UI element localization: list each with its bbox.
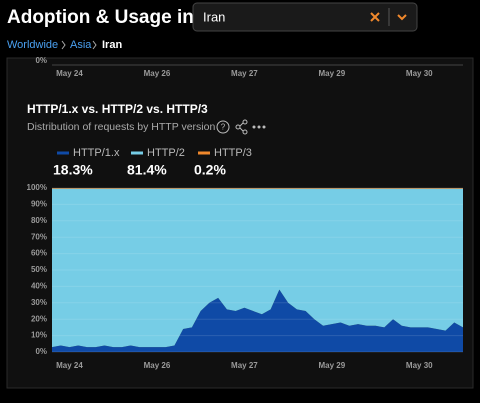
help-icon-glyph: ? [221,123,226,132]
y-tick-label: 40% [31,282,47,291]
y-tick-label: 0% [35,56,47,65]
more-icon[interactable] [252,125,266,129]
x-tick-label: May 27 [231,69,258,78]
select-value: Iran [203,9,225,24]
dropdown-icon[interactable] [397,14,407,21]
help-icon[interactable] [216,120,230,134]
area [52,188,463,189]
y-tick-label: 50% [31,265,47,274]
clear-icon[interactable] [370,12,380,22]
y-tick-label: 90% [31,200,47,209]
legend-value: 0.2% [194,162,226,178]
breadcrumb-current: Iran [102,39,122,51]
legend-value: 18.3% [53,162,93,178]
x-tick-label: May 30 [406,361,433,370]
x-tick-label: May 30 [406,69,433,78]
x-tick-label: May 29 [318,69,345,78]
legend-label: HTTP/2 [147,147,185,159]
legend: HTTP/1.x 18.3% HTTP/2 81.4% HTTP/3 0.2% [53,147,252,178]
y-tick-label: 70% [31,232,47,241]
x-tick-label: May 26 [144,69,171,78]
x-tick-label: May 26 [144,361,171,370]
chart-title: HTTP/1.x vs. HTTP/2 vs. HTTP/3 [27,102,208,116]
legend-value: 81.4% [127,162,167,178]
plot: 0% 10% 20% 30% 40% 50% 60% 70% 80% 90% 100% May 24 M… [27,183,463,370]
x-tick-label: May 27 [231,361,258,370]
legend-label: HTTP/1.x [73,147,120,159]
area [52,289,463,352]
y-tick-label: 30% [31,298,47,307]
previous-x-axis: May 24 May 26 May 27 May 29 May 30 [56,69,433,78]
y-tick-label: 80% [31,216,47,225]
y-tick-label: 20% [31,314,47,323]
location-select[interactable]: Iran [192,2,418,32]
breadcrumb-separator [92,40,97,50]
breadcrumb-link[interactable]: Asia [70,39,92,51]
y-tick-label: 60% [31,249,47,258]
y-tick-label: 0% [35,347,47,356]
y-tick-label: 100% [27,183,47,192]
chart-subtitle: Distribution of requests by HTTP version [27,121,215,133]
x-tick-label: May 24 [56,69,83,78]
breadcrumb-separator [61,40,66,50]
x-tick-label: May 29 [318,361,345,370]
legend-label: HTTP/3 [214,147,252,159]
share-icon[interactable] [235,119,248,135]
x-tick-label: May 24 [56,361,83,370]
page-title: Adoption & Usage in [7,7,194,28]
breadcrumb-link[interactable]: Worldwide [7,39,58,51]
y-tick-label: 10% [31,331,47,340]
select-box[interactable] [192,2,418,32]
area [52,188,463,348]
